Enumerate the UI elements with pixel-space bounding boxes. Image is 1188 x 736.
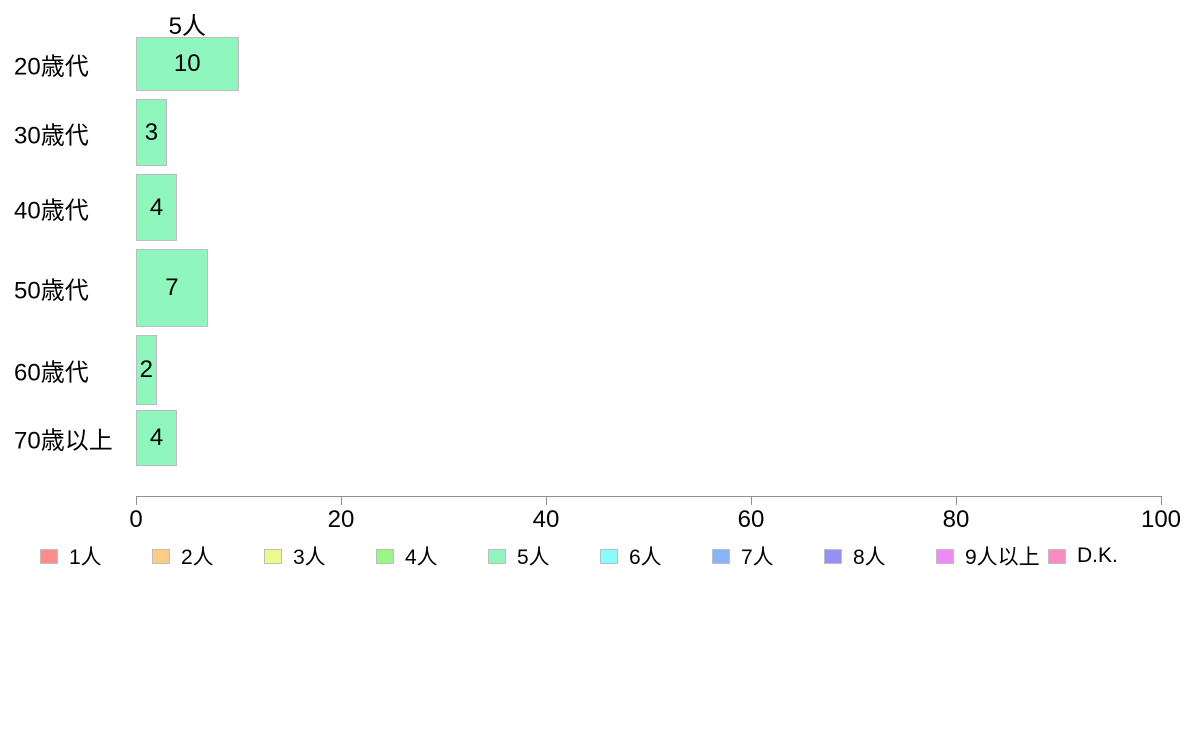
bar-value-label: 7 [165, 274, 179, 301]
bar: 7 [136, 249, 208, 327]
bar-value-label: 2 [139, 356, 153, 383]
legend-label: 1人 [69, 546, 102, 569]
x-axis-tick [341, 496, 342, 505]
legend-label: 5人 [517, 546, 550, 569]
legend-item: 9人以上 [936, 545, 1040, 569]
x-axis-tick-label: 100 [1140, 506, 1182, 533]
legend-item: 6人 [600, 545, 662, 569]
x-axis-tick [546, 496, 547, 505]
x-axis-tick [751, 496, 752, 505]
bar: 10 [136, 37, 239, 91]
category-label: 50歳代 [14, 277, 89, 305]
legend-item: 4人 [376, 545, 438, 569]
bar-value-label: 4 [149, 424, 164, 451]
bar: 4 [136, 410, 177, 466]
legend-item: 7人 [712, 545, 774, 569]
legend-swatch-icon [824, 548, 842, 564]
legend-swatch-icon [40, 548, 58, 564]
bar: 4 [136, 174, 177, 241]
chart-title: 5人 [168, 13, 206, 40]
legend-swatch-icon [264, 548, 282, 564]
bar-value-label: 4 [149, 193, 164, 221]
legend-swatch-icon [152, 548, 170, 564]
legend-label: 8人 [853, 546, 886, 569]
bar: 3 [136, 99, 167, 166]
legend-swatch-icon [600, 548, 618, 564]
category-label: 70歳以上 [14, 427, 113, 455]
bar: 2 [136, 335, 157, 405]
x-axis-tick [956, 496, 957, 505]
category-label: 40歳代 [14, 197, 89, 224]
legend-item: 2人 [152, 545, 214, 569]
x-axis-tick-label: 40 [532, 506, 560, 533]
x-axis-tick [136, 496, 137, 505]
x-axis-line [136, 496, 1161, 497]
x-axis-tick-label: 20 [327, 506, 355, 533]
legend-label: 3人 [293, 546, 326, 569]
x-axis-tick-label: 80 [942, 506, 970, 533]
legend-item: 8人 [824, 545, 886, 569]
legend-label: 2人 [181, 546, 214, 569]
legend-swatch-icon [936, 548, 954, 564]
legend-swatch-icon [1048, 548, 1066, 564]
legend-label: 7人 [741, 546, 774, 569]
legend-label: 4人 [405, 546, 438, 569]
legend-label: 9人以上 [965, 546, 1040, 569]
x-axis-tick [1161, 496, 1162, 505]
x-axis-tick-label: 0 [129, 506, 143, 533]
bar-value-label: 3 [144, 118, 159, 146]
legend-label: D.K. [1077, 544, 1118, 567]
bar-value-label: 10 [173, 50, 201, 77]
category-label: 60歳代 [14, 359, 89, 387]
legend-item: 5人 [488, 545, 550, 569]
legend-swatch-icon [376, 548, 394, 564]
legend-item: D.K. [1048, 544, 1118, 567]
legend-item: 1人 [40, 545, 102, 569]
legend-swatch-icon [488, 548, 506, 564]
category-label: 30歳代 [14, 122, 89, 149]
x-axis-tick-label: 60 [737, 506, 765, 533]
legend-swatch-icon [712, 548, 730, 564]
legend-item: 3人 [264, 545, 326, 569]
legend-label: 6人 [629, 546, 662, 569]
category-label: 20歳代 [14, 53, 89, 81]
